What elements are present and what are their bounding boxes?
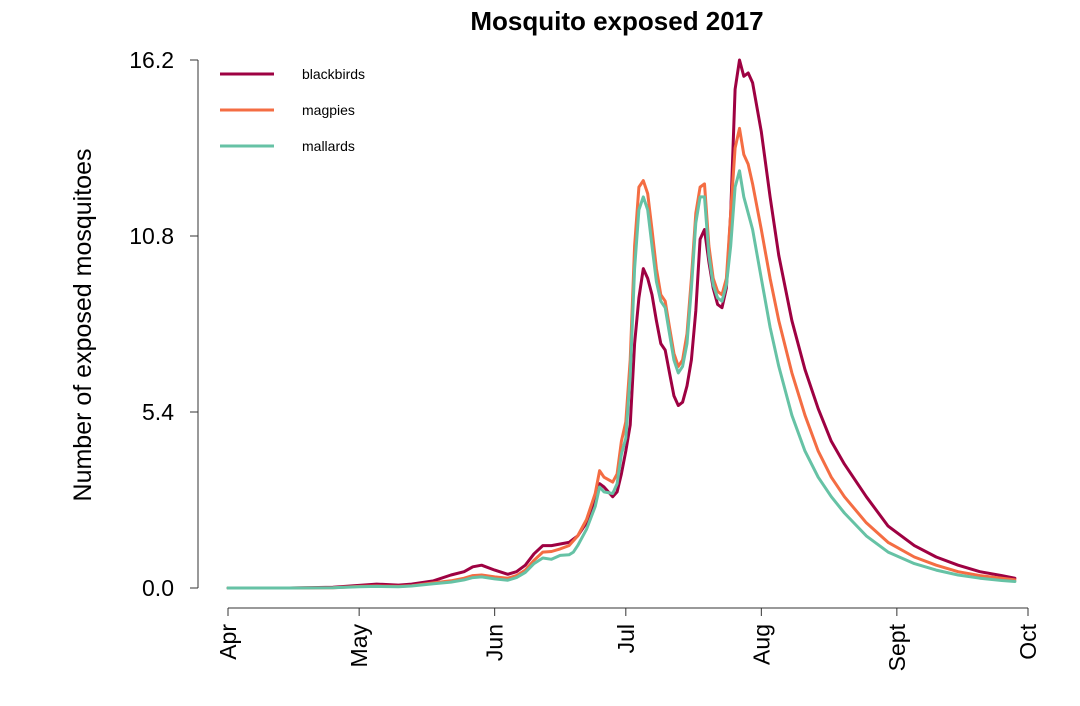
x-axis: Apr May Jun Jul Aug Sept Oct: [215, 607, 1041, 671]
series-layer: [226, 58, 1017, 590]
series-line-magpies: [226, 126, 1017, 590]
x-tick-label: Sept: [884, 623, 910, 671]
y-tick-label: 10.8: [129, 223, 174, 249]
legend-label-mallards: mallards: [302, 138, 355, 154]
x-tick-label: Aug: [748, 624, 774, 665]
y-tick-label: 0.0: [142, 575, 174, 601]
x-tick-label: Oct: [1015, 623, 1041, 659]
x-tick-label: Apr: [215, 624, 241, 660]
y-axis: 0.0 5.4 10.8 16.2: [129, 47, 199, 601]
series-line-blackbirds: [226, 58, 1017, 590]
legend: blackbirds magpies mallards: [220, 66, 365, 154]
x-tick-label: Jul: [613, 624, 639, 653]
legend-label-magpies: magpies: [302, 102, 355, 118]
chart-title: Mosquito exposed 2017: [470, 6, 763, 36]
y-tick-label: 16.2: [129, 47, 174, 73]
y-tick-label: 5.4: [142, 399, 174, 425]
x-tick-label: May: [346, 624, 372, 668]
legend-label-blackbirds: blackbirds: [302, 66, 365, 82]
y-axis-label: Number of exposed mosquitoes: [69, 149, 97, 502]
series-line-mallards: [226, 169, 1017, 590]
x-tick-label: Jun: [482, 624, 508, 661]
